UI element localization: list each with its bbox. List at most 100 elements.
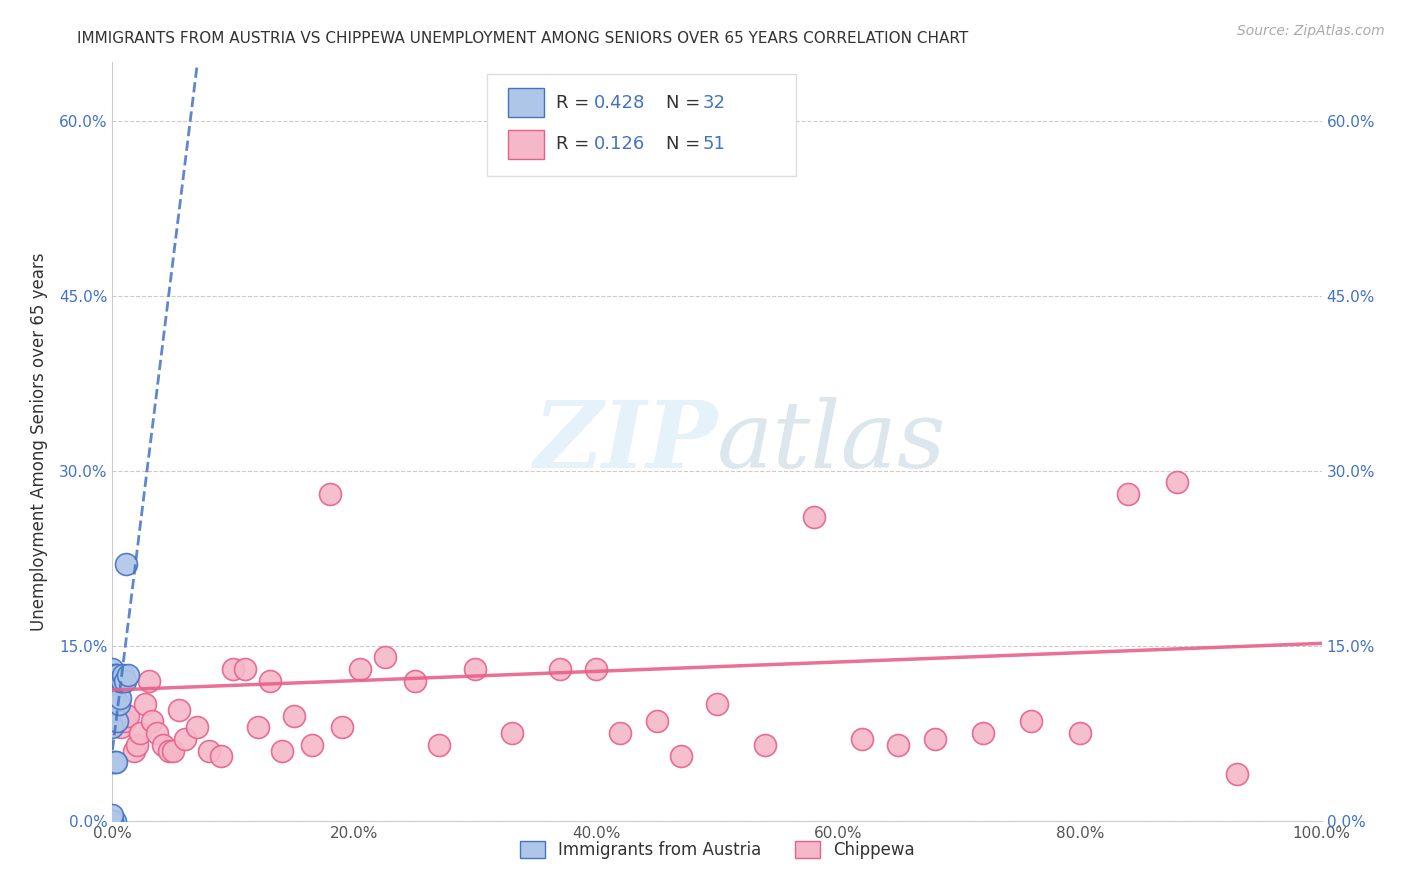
Point	[110, 673, 132, 688]
Point	[754, 738, 776, 752]
Point	[117, 708, 139, 723]
Point	[167, 703, 190, 717]
Point	[104, 697, 127, 711]
Point	[186, 720, 208, 734]
Point	[609, 726, 631, 740]
Point	[101, 662, 124, 676]
Bar	[508, 88, 544, 117]
Point	[464, 662, 486, 676]
Point	[669, 749, 692, 764]
Point	[101, 814, 124, 828]
Point	[125, 738, 148, 752]
Point	[101, 691, 124, 706]
Point	[104, 668, 127, 682]
Text: 0.126: 0.126	[593, 136, 645, 153]
Point	[105, 714, 128, 729]
Point	[374, 650, 396, 665]
Point	[101, 680, 124, 694]
Point	[887, 738, 910, 752]
Point	[112, 668, 135, 682]
Text: 32: 32	[703, 94, 725, 112]
Point	[111, 673, 134, 688]
Bar	[508, 130, 544, 159]
Point	[585, 662, 607, 676]
Point	[1226, 767, 1249, 781]
Point	[1166, 475, 1188, 490]
Point	[319, 487, 342, 501]
Point	[114, 714, 136, 729]
Point	[152, 738, 174, 752]
Text: 0.428: 0.428	[593, 94, 645, 112]
Text: R =: R =	[557, 136, 595, 153]
Point	[645, 714, 668, 729]
Point	[101, 814, 124, 828]
Point	[209, 749, 232, 764]
Text: R =: R =	[557, 94, 595, 112]
Point	[259, 673, 281, 688]
Point	[108, 673, 131, 688]
FancyBboxPatch shape	[488, 74, 796, 177]
Point	[105, 673, 128, 688]
Point	[1116, 487, 1139, 501]
Point	[101, 756, 124, 770]
Text: N =: N =	[666, 136, 706, 153]
Text: ZIP: ZIP	[533, 397, 717, 486]
Point	[107, 673, 129, 688]
Point	[283, 708, 305, 723]
Point	[108, 691, 131, 706]
Point	[157, 744, 180, 758]
Point	[101, 814, 124, 828]
Point	[548, 662, 571, 676]
Point	[105, 668, 128, 682]
Text: Source: ZipAtlas.com: Source: ZipAtlas.com	[1237, 24, 1385, 38]
Point	[110, 720, 132, 734]
Point	[122, 744, 145, 758]
Point	[330, 720, 353, 734]
Point	[105, 756, 128, 770]
Point	[134, 697, 156, 711]
Point	[105, 680, 128, 694]
Point	[246, 720, 269, 734]
Point	[404, 673, 426, 688]
Point	[104, 814, 127, 828]
Point	[1021, 714, 1043, 729]
Legend: Immigrants from Austria, Chippewa: Immigrants from Austria, Chippewa	[513, 834, 921, 865]
Point	[270, 744, 292, 758]
Point	[101, 703, 124, 717]
Point	[101, 720, 124, 734]
Point	[104, 756, 127, 770]
Point	[235, 662, 257, 676]
Point	[972, 726, 994, 740]
Point	[851, 731, 873, 746]
Point	[101, 807, 124, 822]
Point	[141, 714, 163, 729]
Point	[1069, 726, 1091, 740]
Point	[101, 668, 124, 682]
Point	[501, 726, 523, 740]
Point	[174, 731, 197, 746]
Point	[222, 662, 245, 676]
Text: IMMIGRANTS FROM AUSTRIA VS CHIPPEWA UNEMPLOYMENT AMONG SENIORS OVER 65 YEARS COR: IMMIGRANTS FROM AUSTRIA VS CHIPPEWA UNEM…	[77, 31, 969, 46]
Text: atlas: atlas	[717, 397, 946, 486]
Point	[924, 731, 946, 746]
Point	[301, 738, 323, 752]
Point	[129, 726, 152, 740]
Point	[198, 744, 221, 758]
Point	[105, 697, 128, 711]
Point	[117, 668, 139, 682]
Point	[114, 557, 136, 571]
Point	[146, 726, 169, 740]
Point	[101, 814, 124, 828]
Y-axis label: Unemployment Among Seniors over 65 years: Unemployment Among Seniors over 65 years	[30, 252, 48, 631]
Text: N =: N =	[666, 94, 706, 112]
Point	[162, 744, 184, 758]
Point	[138, 673, 160, 688]
Point	[706, 697, 728, 711]
Point	[349, 662, 371, 676]
Point	[114, 673, 136, 688]
Text: 51: 51	[703, 136, 725, 153]
Point	[107, 697, 129, 711]
Point	[803, 510, 825, 524]
Point	[105, 668, 128, 682]
Point	[427, 738, 450, 752]
